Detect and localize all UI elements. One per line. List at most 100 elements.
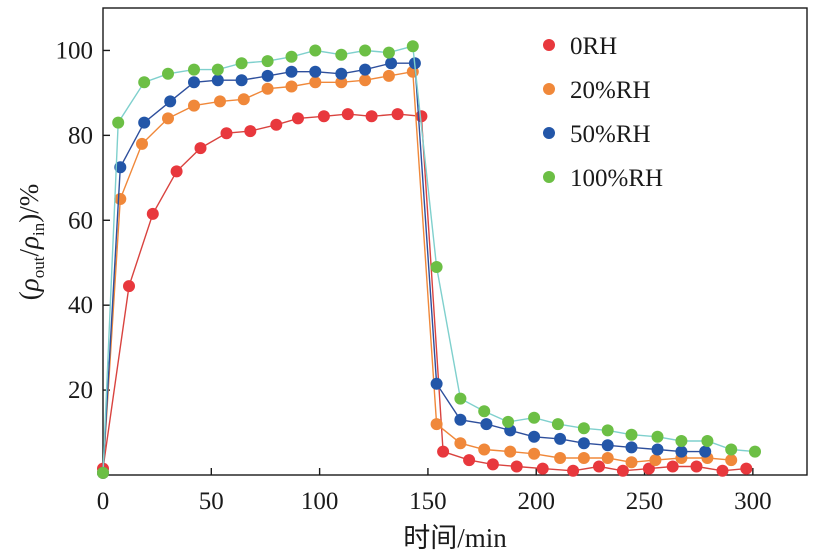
data-point	[194, 142, 207, 155]
y-label-sub-out: out	[29, 256, 48, 278]
x-tick-label: 50	[199, 488, 224, 515]
data-point	[138, 116, 151, 129]
y-tick-label: 100	[56, 37, 94, 64]
data-point	[359, 74, 372, 87]
y-label-open: (	[14, 291, 44, 300]
data-point	[577, 437, 590, 450]
series-100-rh	[97, 40, 761, 479]
data-point	[188, 99, 200, 112]
data-point	[430, 261, 443, 273]
data-point	[649, 454, 662, 467]
data-point	[601, 452, 614, 464]
data-point	[651, 443, 664, 456]
data-point	[382, 46, 395, 59]
legend-label: 100%RH	[570, 165, 663, 192]
data-point	[244, 125, 257, 138]
data-point	[625, 428, 638, 441]
data-point	[616, 464, 629, 477]
data-point	[701, 435, 714, 447]
data-point	[292, 112, 304, 125]
data-point	[309, 65, 322, 78]
data-point	[675, 435, 688, 447]
y-label-rho-out: ρ	[14, 278, 44, 292]
data-point	[454, 437, 467, 450]
data-point	[97, 466, 109, 479]
data-point	[577, 452, 590, 464]
data-point	[430, 377, 443, 390]
x-axis-label: 时间/min	[403, 523, 507, 553]
data-point	[341, 108, 354, 121]
data-point	[567, 464, 580, 477]
x-tick-label: 0	[97, 488, 110, 515]
data-point	[642, 462, 655, 475]
data-point	[625, 456, 638, 469]
data-point	[270, 118, 283, 131]
data-point	[211, 63, 224, 76]
x-tick-label: 150	[409, 488, 447, 515]
data-point	[528, 430, 541, 443]
data-point	[675, 445, 688, 458]
data-point	[593, 460, 605, 473]
data-point	[725, 443, 738, 456]
data-point	[478, 443, 491, 456]
data-point	[437, 445, 450, 458]
data-point	[699, 445, 712, 458]
legend-label: 20%RH	[570, 77, 651, 104]
data-point	[716, 464, 729, 477]
x-tick-label: 200	[517, 488, 555, 515]
data-point	[359, 63, 372, 76]
legend-marker	[543, 127, 555, 139]
data-point	[335, 48, 348, 61]
data-point	[625, 441, 638, 454]
data-point	[365, 110, 378, 123]
data-point	[385, 57, 398, 70]
data-point	[261, 82, 274, 95]
series-layer	[97, 40, 761, 479]
data-point	[214, 95, 226, 108]
data-point	[554, 452, 567, 464]
data-point	[136, 137, 148, 150]
data-point	[536, 462, 549, 475]
data-point	[112, 116, 125, 129]
y-tick-label: 80	[68, 122, 93, 149]
data-point	[146, 207, 159, 220]
data-point	[480, 418, 493, 431]
x-tick-label: 250	[626, 488, 664, 515]
data-point	[725, 454, 738, 467]
y-axis-label: (ρout/ρin)/%	[14, 184, 48, 300]
data-point	[554, 432, 567, 445]
data-point	[162, 67, 174, 80]
data-point	[237, 93, 250, 106]
data-point	[601, 424, 614, 437]
data-point	[528, 411, 541, 424]
y-label-sub-in: in	[29, 222, 48, 236]
data-point	[601, 439, 614, 452]
data-point	[309, 76, 322, 89]
y-label-close: )/%	[14, 184, 44, 223]
data-point	[188, 63, 200, 76]
data-point	[317, 110, 330, 123]
data-point	[382, 69, 395, 82]
data-point	[261, 69, 274, 82]
data-point	[486, 458, 499, 471]
data-point	[211, 74, 224, 87]
data-point	[577, 422, 590, 435]
y-tick-label: 60	[68, 207, 93, 234]
data-point	[406, 40, 419, 53]
series-20-rh	[97, 65, 738, 479]
data-point	[335, 76, 348, 89]
x-tick-labels: 0 50 100 150 200 250 300	[97, 488, 772, 515]
data-point	[235, 57, 248, 70]
data-point	[162, 112, 174, 125]
y-label-rho-in: ρ	[14, 236, 44, 250]
data-point	[123, 280, 135, 293]
plot-frame	[102, 7, 808, 476]
data-point	[463, 454, 476, 467]
data-point	[285, 80, 298, 93]
data-point	[528, 447, 541, 460]
legend-marker	[543, 39, 555, 51]
data-point	[510, 460, 523, 473]
data-point	[114, 161, 127, 174]
data-point	[359, 44, 372, 57]
